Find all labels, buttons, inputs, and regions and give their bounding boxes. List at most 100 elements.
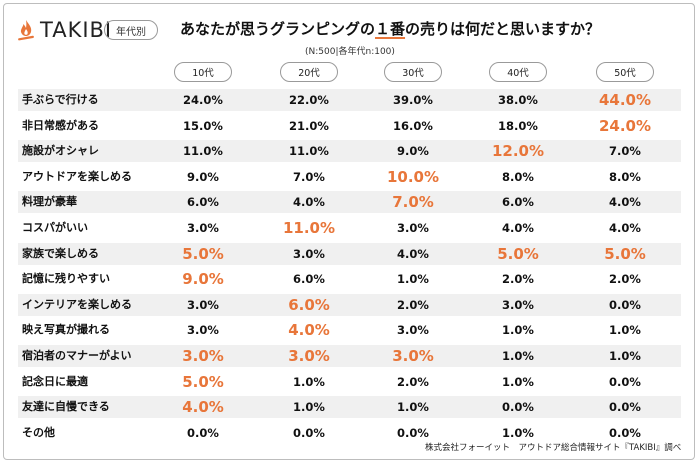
age-group-tag: 年代別 xyxy=(104,20,158,40)
value-cell: 1.0% xyxy=(397,272,429,287)
table-row: 家族で楽しめる 5.0% 3.0% 4.0% 5.0% 5.0% xyxy=(18,242,681,265)
value-cell: 22.0% xyxy=(289,93,329,107)
column-header: 10代 xyxy=(174,62,232,82)
value-cell: 0.0% xyxy=(502,400,534,415)
value-cell: 3.0% xyxy=(397,221,429,235)
row-label: 記憶に残りやすい xyxy=(22,272,110,286)
row-label: 家族で楽しめる xyxy=(22,246,99,260)
value-cell: 7.0% xyxy=(392,193,434,212)
table-row: コスパがいい 3.0% 11.0% 3.0% 4.0% 4.0% xyxy=(18,217,681,239)
value-cell: 5.0% xyxy=(604,244,646,263)
row-label: 手ぶらで行ける xyxy=(22,93,99,106)
value-cell: 10.0% xyxy=(386,167,440,186)
value-cell: 15.0% xyxy=(183,118,223,133)
logo-text: TAKIBI xyxy=(40,18,113,42)
value-cell: 0.0% xyxy=(609,425,641,440)
value-cell: 0.0% xyxy=(609,297,641,312)
table-row: アウトドアを楽しめる 9.0% 7.0% 10.0% 8.0% 8.0% xyxy=(18,166,681,188)
takibi-logo: TAKIBI xyxy=(16,18,112,42)
title-highlight: １番 xyxy=(375,20,406,38)
row-label: 記念日に最適 xyxy=(22,374,88,388)
value-cell: 1.0% xyxy=(293,400,325,415)
value-cell: 11.0% xyxy=(183,144,223,159)
value-cell: 0.0% xyxy=(397,425,429,440)
value-cell: 1.0% xyxy=(609,323,641,338)
value-cell: 11.0% xyxy=(289,144,329,159)
row-label: その他 xyxy=(22,425,55,439)
table-row: 施設がオシャレ 11.0% 11.0% 9.0% 12.0% 7.0% xyxy=(18,140,681,163)
value-cell: 1.0% xyxy=(397,400,429,415)
value-cell: 4.0% xyxy=(293,195,325,210)
table-row: 宿泊者のマナーがよい 3.0% 3.0% 3.0% 1.0% 1.0% xyxy=(18,345,681,367)
value-cell: 44.0% xyxy=(598,91,652,109)
value-cell: 5.0% xyxy=(497,244,539,263)
value-cell: 5.0% xyxy=(182,372,224,391)
value-cell: 4.0% xyxy=(182,398,224,417)
row-label: インテリアを楽しめる xyxy=(22,297,132,311)
table-row: その他 0.0% 0.0% 0.0% 1.0% 0.0% xyxy=(18,422,681,444)
value-cell: 11.0% xyxy=(282,219,336,237)
value-cell: 5.0% xyxy=(182,244,224,263)
row-label: コスパがいい xyxy=(22,221,88,234)
source-footer: 株式会社フォーイット アウトドア総合情報サイト『TAKIBI』調べ xyxy=(425,443,682,453)
row-label: 映え写真が撮れる xyxy=(22,323,110,337)
value-cell: 6.0% xyxy=(288,295,330,314)
value-cell: 18.0% xyxy=(498,118,538,133)
value-cell: 6.0% xyxy=(502,195,534,210)
column-header: 30代 xyxy=(384,62,442,82)
value-cell: 0.0% xyxy=(609,400,641,415)
value-cell: 12.0% xyxy=(491,142,545,161)
row-label: 施設がオシャレ xyxy=(22,144,99,158)
table-row: 記念日に最適 5.0% 1.0% 2.0% 1.0% 0.0% xyxy=(18,371,681,393)
value-cell: 1.0% xyxy=(502,374,534,389)
value-cell: 3.0% xyxy=(182,347,224,365)
value-cell: 4.0% xyxy=(502,221,534,235)
row-label: 宿泊者のマナーがよい xyxy=(22,349,132,362)
column-header: 50代 xyxy=(596,62,654,82)
value-cell: 24.0% xyxy=(598,116,652,135)
value-cell: 9.0% xyxy=(187,169,219,184)
value-cell: 0.0% xyxy=(293,425,325,440)
value-cell: 4.0% xyxy=(609,195,641,210)
row-label: 非日常感がある xyxy=(22,118,99,132)
value-cell: 2.0% xyxy=(397,297,429,312)
value-cell: 24.0% xyxy=(183,93,223,107)
value-cell: 21.0% xyxy=(289,118,329,133)
chart-title: あなたが思うグランピングの１番の売りは何だと思いますか？ xyxy=(180,18,600,39)
value-cell: 4.0% xyxy=(397,246,429,261)
value-cell: 1.0% xyxy=(609,349,641,363)
value-cell: 9.0% xyxy=(182,270,224,289)
value-cell: 7.0% xyxy=(293,169,325,184)
value-cell: 38.0% xyxy=(498,93,538,107)
value-cell: 3.0% xyxy=(187,297,219,312)
table-row: 料理が豪華 6.0% 4.0% 7.0% 6.0% 4.0% xyxy=(18,191,681,214)
table-row: インテリアを楽しめる 3.0% 6.0% 2.0% 3.0% 0.0% xyxy=(18,293,681,316)
value-cell: 8.0% xyxy=(609,169,641,184)
title-before: あなたが思うグランピングの xyxy=(180,20,376,38)
table-row: 手ぶらで行ける 24.0% 22.0% 39.0% 38.0% 44.0% xyxy=(18,89,681,111)
value-cell: 0.0% xyxy=(609,374,641,389)
value-cell: 2.0% xyxy=(609,272,641,287)
value-cell: 1.0% xyxy=(502,323,534,338)
value-cell: 4.0% xyxy=(288,321,330,340)
value-cell: 2.0% xyxy=(397,374,429,389)
value-cell: 7.0% xyxy=(609,144,641,159)
value-cell: 3.0% xyxy=(187,323,219,338)
value-cell: 3.0% xyxy=(293,246,325,261)
value-cell: 0.0% xyxy=(187,425,219,440)
table-row: 友達に自慢できる 4.0% 1.0% 1.0% 0.0% 0.0% xyxy=(18,396,681,419)
value-cell: 1.0% xyxy=(502,349,534,363)
value-cell: 1.0% xyxy=(293,374,325,389)
value-cell: 3.0% xyxy=(502,297,534,312)
value-cell: 6.0% xyxy=(187,195,219,210)
value-cell: 3.0% xyxy=(392,347,434,365)
value-cell: 3.0% xyxy=(397,323,429,338)
value-cell: 2.0% xyxy=(502,272,534,287)
value-cell: 3.0% xyxy=(187,221,219,235)
table-row: 非日常感がある 15.0% 21.0% 16.0% 18.0% 24.0% xyxy=(18,115,681,137)
title-after: の売りは何だと思いますか？ xyxy=(405,20,601,38)
value-cell: 1.0% xyxy=(502,425,534,440)
row-label: 料理が豪華 xyxy=(22,195,77,209)
sample-size-note: (N:500|各年代n:100) xyxy=(305,47,395,57)
row-label: 友達に自慢できる xyxy=(22,400,110,414)
